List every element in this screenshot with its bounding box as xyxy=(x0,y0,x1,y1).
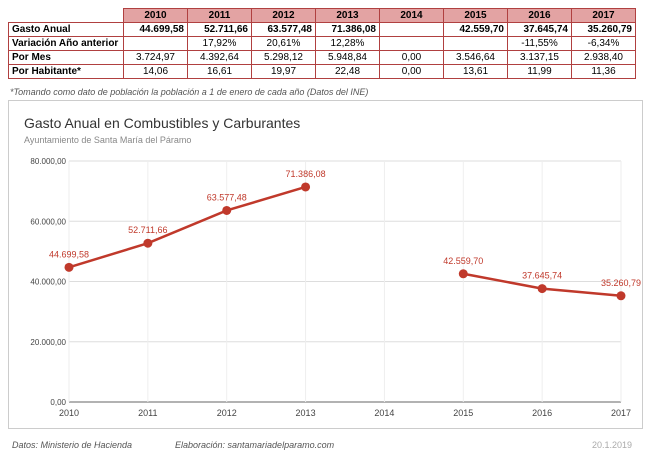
table-cell: 5.948,84 xyxy=(315,50,380,65)
table-cell: 2.938,40 xyxy=(571,50,636,65)
x-tick-label: 2017 xyxy=(611,408,631,418)
table-cell: 0,00 xyxy=(379,64,444,79)
data-point xyxy=(301,182,311,192)
header-corner xyxy=(8,8,124,23)
table-cell: 13,61 xyxy=(443,64,508,79)
x-tick-label: 2013 xyxy=(296,408,316,418)
x-tick-label: 2015 xyxy=(453,408,473,418)
table-cell: 19,97 xyxy=(251,64,316,79)
data-label: 37.645,74 xyxy=(522,271,562,281)
y-tick-label: 0,00 xyxy=(50,398,66,407)
table-cell: -11,55% xyxy=(507,36,572,51)
row-label: Gasto Anual xyxy=(8,22,124,37)
data-point xyxy=(143,238,153,248)
x-tick-label: 2016 xyxy=(532,408,552,418)
year-header: 2013 xyxy=(315,8,380,23)
table-cell: 16,61 xyxy=(187,64,252,79)
year-header: 2017 xyxy=(571,8,636,23)
population-note: *Tomando como dato de población la pobla… xyxy=(10,87,369,97)
table-cell xyxy=(379,36,444,51)
table-cell: 22,48 xyxy=(315,64,380,79)
year-header: 2011 xyxy=(187,8,252,23)
table-cell: 17,92% xyxy=(187,36,252,51)
chart-title: Gasto Anual en Combustibles y Carburante… xyxy=(24,115,301,131)
table-row-por-mes: Por Mes 3.724,97 4.392,64 5.298,12 5.948… xyxy=(8,50,636,65)
chart-container: Gasto Anual en Combustibles y Carburante… xyxy=(8,100,643,429)
row-label: Variación Año anterior xyxy=(8,36,124,51)
table-cell: 12,28% xyxy=(315,36,380,51)
source-note: Datos: Ministerio de Hacienda xyxy=(12,440,133,450)
x-tick-label: 2010 xyxy=(59,408,79,418)
y-tick-label: 80.000,00 xyxy=(30,157,66,166)
table-row-variacion: Variación Año anterior 17,92% 20,61% 12,… xyxy=(8,36,636,51)
data-point xyxy=(64,262,74,272)
data-point xyxy=(537,284,547,294)
table-cell: 11,99 xyxy=(507,64,572,79)
table-cell: 3.546,64 xyxy=(443,50,508,65)
table-cell: 44.699,58 xyxy=(123,22,188,37)
year-header: 2014 xyxy=(379,8,444,23)
table-row-gasto-anual: Gasto Anual 44.699,58 52.711,66 63.577,4… xyxy=(8,22,636,37)
table-cell: 35.260,79 xyxy=(571,22,636,37)
y-tick-label: 60.000,00 xyxy=(30,217,66,226)
table-cell: 0,00 xyxy=(379,50,444,65)
table-header-row: 2010 2011 2012 2013 2014 2015 2016 2017 xyxy=(8,8,636,23)
table-cell: 42.559,70 xyxy=(443,22,508,37)
data-label: 35.260,79 xyxy=(601,278,641,288)
credit-note: Elaboración: santamariadelparamo.com xyxy=(175,440,335,450)
data-point xyxy=(222,205,232,215)
data-label: 71.386,08 xyxy=(286,169,326,179)
table-cell: 4.392,64 xyxy=(187,50,252,65)
table-cell: 37.645,74 xyxy=(507,22,572,37)
y-tick-label: 40.000,00 xyxy=(30,278,66,287)
table-cell: 20,61% xyxy=(251,36,316,51)
date-label: 20.1.2019 xyxy=(592,440,633,450)
year-header: 2015 xyxy=(443,8,508,23)
data-label: 52.711,66 xyxy=(128,225,167,235)
stats-table: 2010 2011 2012 2013 2014 2015 2016 2017 … xyxy=(8,8,636,79)
table-cell xyxy=(379,22,444,37)
data-point xyxy=(458,269,468,279)
row-label: Por Habitante* xyxy=(8,64,124,79)
y-tick-label: 20.000,00 xyxy=(30,338,66,347)
table-row-por-habitante: Por Habitante* 14,06 16,61 19,97 22,48 0… xyxy=(8,64,636,79)
line-chart: 0,00 20.000,00 40.000,00 60.000,00 80.000,00… xyxy=(30,157,641,418)
table-cell: -6,34% xyxy=(571,36,636,51)
table-cell: 52.711,66 xyxy=(187,22,252,37)
year-header: 2012 xyxy=(251,8,316,23)
table-cell: 63.577,48 xyxy=(251,22,316,37)
table-cell: 3.137,15 xyxy=(507,50,572,65)
series-line xyxy=(68,185,306,269)
x-tick-label: 2012 xyxy=(217,408,237,418)
table-cell: 71.386,08 xyxy=(315,22,380,37)
table-cell: 14,06 xyxy=(123,64,188,79)
data-label: 42.559,70 xyxy=(443,256,483,266)
table-cell: 3.724,97 xyxy=(123,50,188,65)
year-header: 2010 xyxy=(123,8,188,23)
table-cell: 11,36 xyxy=(571,64,636,79)
data-label: 44.699,58 xyxy=(49,249,89,259)
data-point xyxy=(616,291,626,301)
x-tick-label: 2014 xyxy=(374,408,394,418)
data-label: 63.577,48 xyxy=(207,192,247,202)
chart-subtitle: Ayuntamiento de Santa María del Páramo xyxy=(24,135,192,145)
row-label: Por Mes xyxy=(8,50,124,65)
x-tick-label: 2011 xyxy=(138,408,157,418)
table-cell xyxy=(443,36,508,51)
table-cell xyxy=(123,36,188,51)
year-header: 2016 xyxy=(507,8,572,23)
table-cell: 5.298,12 xyxy=(251,50,316,65)
